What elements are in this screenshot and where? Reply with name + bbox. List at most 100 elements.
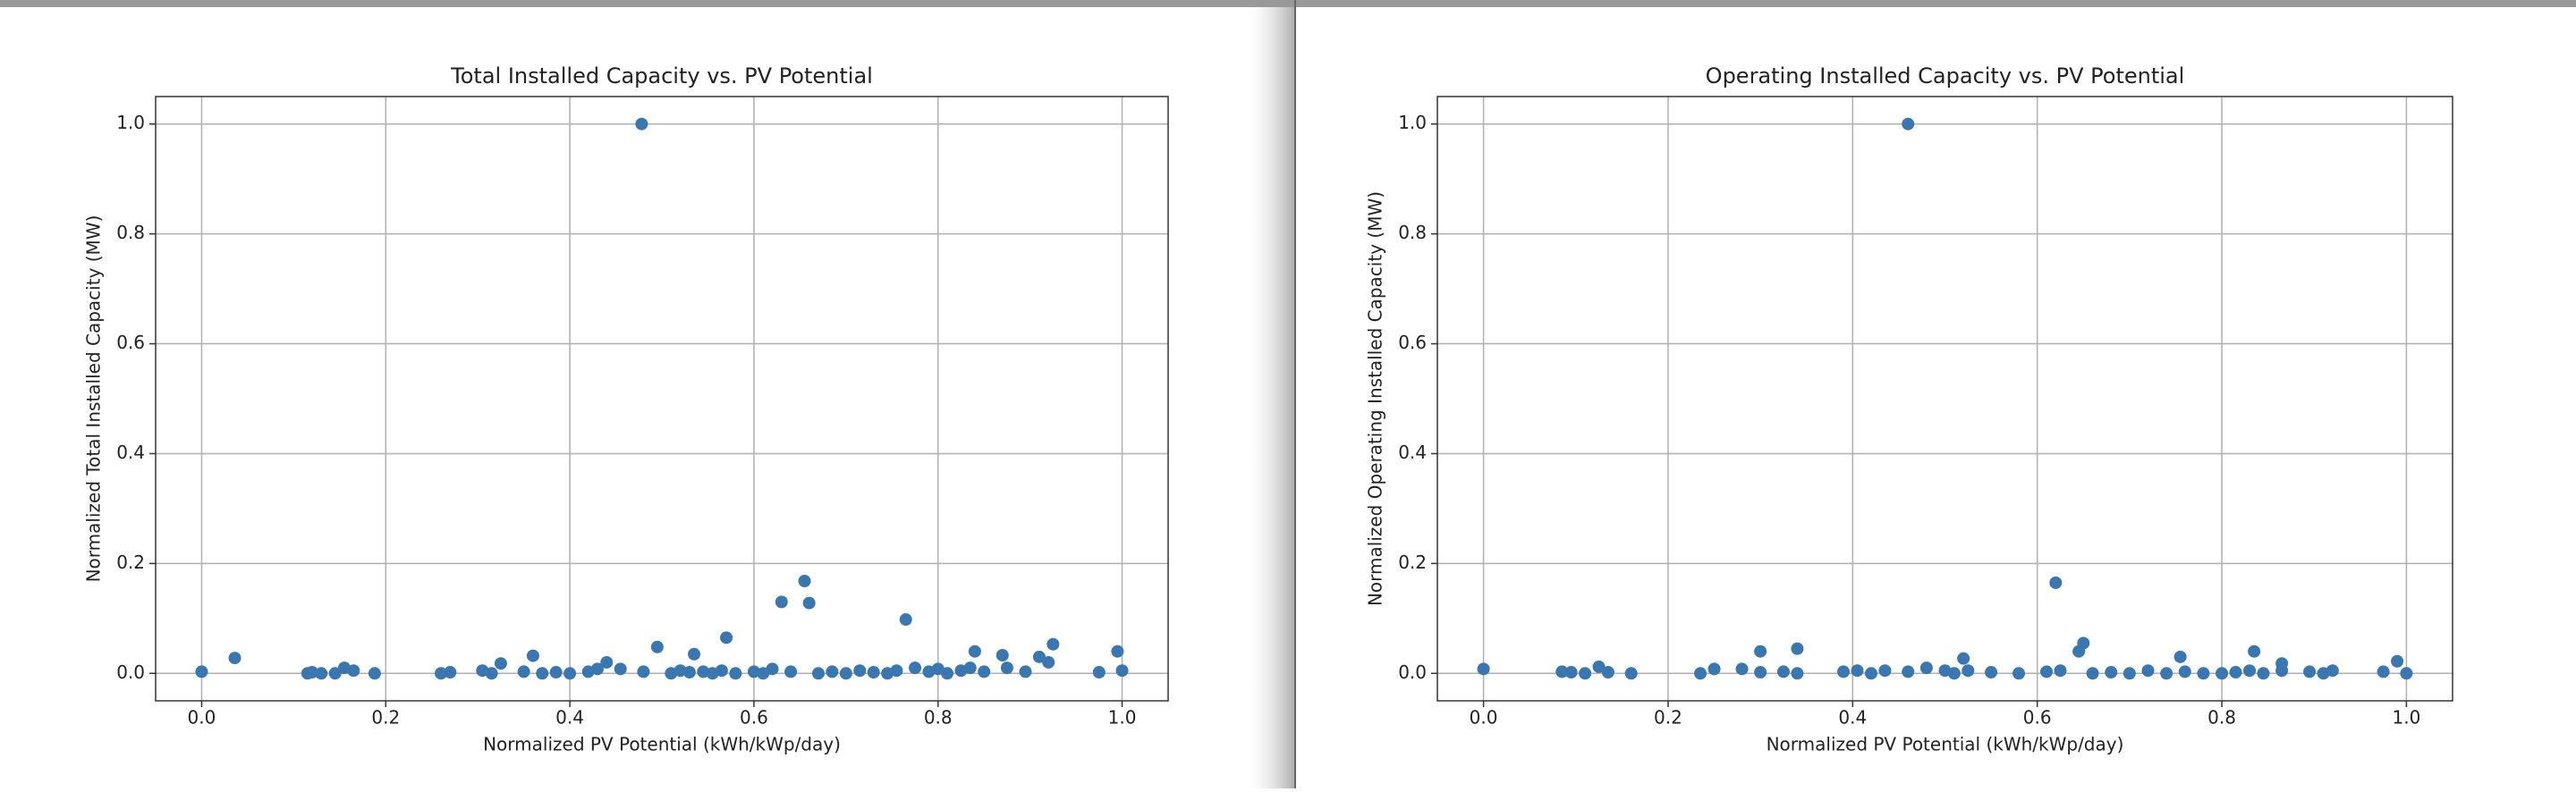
- point: [826, 665, 839, 678]
- point: [1878, 664, 1892, 678]
- point: [688, 647, 701, 661]
- x-tick-label: 0.8: [2207, 707, 2236, 729]
- y-tick-label: 1.0: [1398, 112, 1427, 133]
- point: [2303, 665, 2317, 678]
- point: [435, 667, 448, 680]
- point: [1032, 650, 1046, 663]
- x-tick-label: 0.0: [1470, 707, 1498, 729]
- point: [2391, 654, 2404, 668]
- point: [1754, 666, 1767, 679]
- point: [1046, 637, 1060, 651]
- point: [802, 596, 816, 610]
- x-tick-label: 1.0: [1108, 707, 1137, 729]
- point: [1694, 667, 1707, 680]
- point: [1579, 667, 1592, 680]
- point: [485, 667, 498, 680]
- x-tick-label: 1.0: [2393, 707, 2421, 729]
- point: [2174, 650, 2187, 663]
- point: [2160, 667, 2174, 680]
- point: [996, 648, 1009, 661]
- point: [1791, 667, 1804, 680]
- point: [1776, 665, 1790, 678]
- point: [1564, 666, 1578, 679]
- x-tick-label: 0.4: [555, 707, 584, 729]
- point: [1707, 662, 1721, 676]
- point: [2141, 664, 2155, 678]
- point: [798, 575, 811, 588]
- point: [1092, 666, 1106, 679]
- point: [775, 595, 788, 609]
- point: [853, 664, 867, 678]
- point: [1555, 665, 1569, 678]
- point: [941, 667, 954, 680]
- y-axis-label: Normalized Operating Installed Capacity …: [1365, 191, 1386, 606]
- point: [328, 667, 342, 680]
- x-tick-label: 0.2: [1654, 707, 1682, 729]
- point: [963, 661, 977, 675]
- y-tick-label: 0.0: [1398, 661, 1427, 683]
- chart-title: Total Installed Capacity vs. PV Potentia…: [450, 63, 873, 88]
- point: [1864, 667, 1877, 680]
- point: [1754, 645, 1767, 658]
- point: [2086, 667, 2099, 680]
- point: [347, 664, 360, 678]
- point: [2105, 666, 2118, 679]
- point: [2243, 664, 2256, 678]
- point: [2077, 636, 2090, 650]
- x-axis-label: Normalized PV Potential (kWh/kWp/day): [1767, 734, 2124, 755]
- point: [1735, 662, 1749, 676]
- point: [2049, 576, 2063, 589]
- point: [715, 664, 728, 678]
- point: [590, 662, 604, 676]
- point: [637, 665, 650, 678]
- point: [195, 665, 208, 678]
- point: [2054, 664, 2067, 678]
- point: [1111, 645, 1124, 658]
- point: [549, 666, 563, 679]
- point: [1000, 661, 1013, 675]
- point: [2012, 667, 2026, 680]
- point: [517, 665, 530, 678]
- point: [2257, 667, 2270, 680]
- point: [2040, 665, 2053, 678]
- chart-title: Operating Installed Capacity vs. PV Pote…: [1706, 63, 2185, 88]
- point: [635, 117, 648, 131]
- plot-frame: [155, 96, 1169, 702]
- top-bar: [0, 0, 2576, 7]
- point: [1624, 667, 1638, 680]
- point: [784, 665, 798, 678]
- point: [444, 666, 457, 679]
- point: [1902, 117, 1915, 131]
- point: [2178, 665, 2191, 678]
- point: [600, 655, 614, 669]
- point: [305, 666, 318, 679]
- point: [564, 667, 577, 680]
- y-tick-label: 0.8: [1398, 222, 1427, 243]
- page-shadow: [1243, 7, 1294, 788]
- y-tick-label: 0.0: [116, 661, 145, 683]
- y-tick-label: 0.2: [116, 552, 145, 573]
- x-axis-label: Normalized PV Potential (kWh/kWp/day): [483, 734, 841, 755]
- point: [978, 665, 991, 678]
- point: [1042, 655, 1055, 669]
- x-tick-label: 0.6: [740, 707, 768, 729]
- point: [650, 640, 664, 653]
- point: [2326, 664, 2339, 678]
- point: [2275, 664, 2289, 678]
- point: [2248, 645, 2261, 658]
- point: [228, 652, 242, 665]
- point: [2197, 667, 2210, 680]
- y-tick-label: 0.4: [116, 442, 145, 463]
- point: [526, 649, 539, 662]
- point: [1837, 665, 1850, 678]
- point: [1601, 666, 1614, 679]
- y-tick-label: 0.2: [1398, 552, 1427, 573]
- y-axis-label: Normalized Total Installed Capacity (MW): [83, 215, 105, 583]
- point: [1957, 652, 1970, 665]
- y-tick-label: 0.6: [1398, 332, 1427, 353]
- point: [368, 667, 381, 680]
- point: [1019, 665, 1032, 678]
- x-tick-label: 0.6: [2023, 707, 2052, 729]
